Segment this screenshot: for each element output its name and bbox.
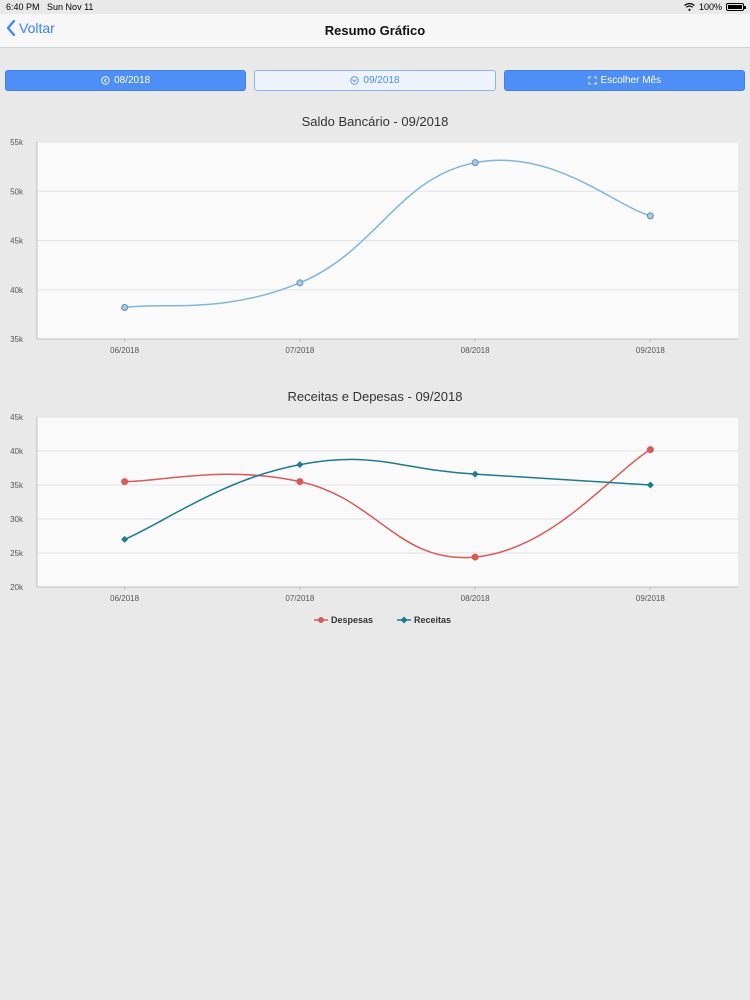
receitas-data-point	[121, 535, 129, 543]
y-tick-label: 50k	[10, 187, 24, 196]
saldo-data-point	[646, 212, 654, 220]
receitas-series-line	[124, 458, 651, 541]
navigation-bar: Voltar Resumo Gráfico	[0, 14, 750, 48]
saldo-data-point	[471, 159, 479, 167]
y-tick-label: 35k	[10, 481, 24, 490]
battery-fill	[728, 5, 742, 9]
status-bar: 6:40 PM Sun Nov 11 100%	[0, 0, 750, 14]
y-tick-label: 40k	[10, 286, 24, 295]
status-time: 6:40 PM	[6, 2, 40, 12]
y-tick-label: 45k	[10, 237, 24, 246]
chevron-left-icon	[6, 20, 16, 36]
saldo-data-point	[121, 303, 129, 311]
despesas-data-point	[471, 553, 479, 561]
y-tick-label: 40k	[10, 447, 24, 456]
back-label: Voltar	[19, 20, 55, 36]
back-button[interactable]: Voltar	[6, 20, 55, 36]
despesas-data-point	[121, 478, 129, 486]
y-tick-label: 35k	[10, 335, 24, 344]
despesas-data-point	[646, 446, 654, 454]
despesas-series-line	[124, 449, 651, 559]
chevron-left-circle-icon	[101, 76, 110, 85]
y-tick-label: 45k	[10, 413, 24, 422]
y-tick-label: 25k	[10, 549, 24, 558]
saldo-line-chart: 35k 40k 45k 50k 55k 06/2018 07/2018 08/2018 09/2…	[10, 138, 738, 355]
saldo-chart-title: Saldo Bancário - 09/2018	[301, 114, 449, 129]
despesas-legend-label: Despesas	[331, 615, 373, 625]
choose-month-label: Escolher Mês	[600, 75, 662, 86]
previous-month-button[interactable]: 08/2018	[5, 70, 247, 91]
current-month-label: 09/2018	[363, 75, 400, 86]
chevron-down-circle-icon	[350, 76, 360, 85]
receitas-despesas-line-chart: 20k 25k 30k 35k 40k 45k 06/2018 07/2018 08/2018 0…	[10, 413, 738, 625]
receitas-data-point	[296, 461, 304, 469]
status-date: Sun Nov 11	[47, 2, 94, 12]
receitas-legend-label: Receitas	[414, 615, 451, 625]
x-tick-label: 09/2018	[636, 594, 665, 603]
x-tick-label: 07/2018	[285, 594, 314, 603]
y-tick-label: 55k	[10, 138, 24, 147]
saldo-series-line	[124, 159, 651, 309]
previous-month-label: 08/2018	[114, 75, 151, 86]
saldo-data-point	[296, 279, 304, 287]
battery-percent: 100%	[698, 2, 722, 12]
plot-area	[37, 417, 738, 587]
choose-month-button[interactable]: Escolher Mês	[503, 70, 745, 91]
expand-icon	[587, 76, 597, 85]
status-time-date: 6:40 PM Sun Nov 11	[6, 2, 93, 12]
despesas-data-point	[296, 478, 304, 486]
month-toolbar: 08/2018 09/2018 Escolher Mês	[5, 70, 745, 91]
receitas-data-point	[471, 470, 479, 478]
status-right: 100%	[684, 2, 746, 12]
battery-icon	[726, 3, 746, 11]
x-tick-label: 08/2018	[461, 594, 490, 603]
x-tick-label: 08/2018	[461, 346, 490, 355]
page-title: Resumo Gráfico	[324, 23, 426, 38]
y-tick-label: 30k	[10, 515, 24, 524]
x-tick-label: 07/2018	[285, 346, 314, 355]
receitas-chart-title: Receitas e Depesas - 09/2018	[287, 389, 463, 404]
receitas-data-point	[646, 481, 654, 489]
wifi-icon	[684, 3, 695, 11]
y-tick-label: 20k	[10, 583, 24, 592]
x-tick-label: 06/2018	[110, 594, 139, 603]
x-tick-label: 06/2018	[110, 346, 139, 355]
receitas-legend-marker	[400, 616, 408, 624]
despesas-legend-marker	[318, 617, 324, 623]
current-month-button[interactable]: 09/2018	[254, 70, 496, 91]
x-tick-label: 09/2018	[636, 346, 665, 355]
